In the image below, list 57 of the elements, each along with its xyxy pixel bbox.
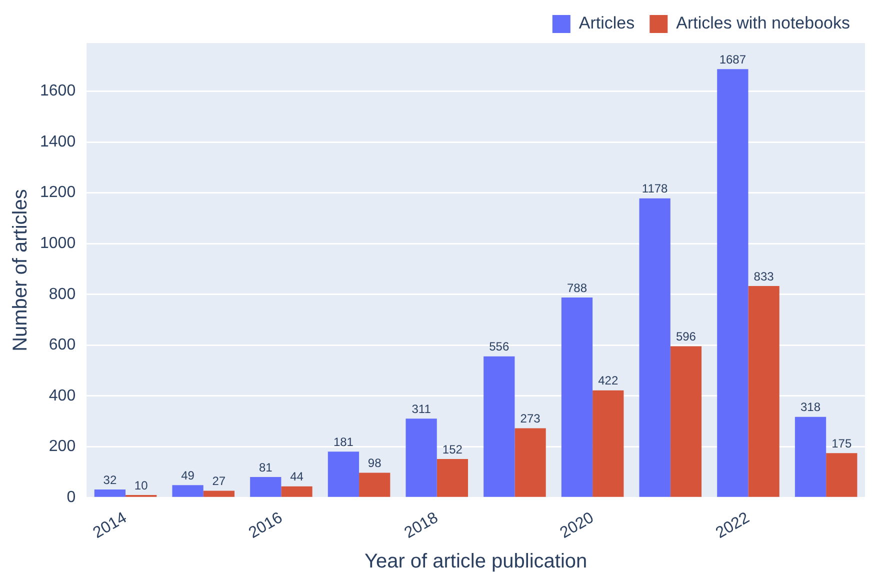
data-label: 1178	[642, 182, 668, 196]
data-label: 98	[368, 456, 382, 470]
data-label: 833	[754, 269, 774, 284]
x-tick-label: 2020	[557, 509, 597, 542]
x-tick-label: 2022	[713, 509, 753, 542]
bar	[794, 416, 826, 497]
data-label: 788	[566, 280, 588, 295]
bar	[94, 489, 126, 497]
bar	[172, 485, 204, 497]
y-tick-label: 1200	[40, 184, 76, 202]
y-tick-label: 400	[48, 387, 76, 404]
data-label: 10	[134, 478, 148, 492]
data-label: 27	[212, 474, 226, 488]
data-label: 318	[800, 400, 821, 414]
bar	[748, 286, 780, 497]
data-label: 49	[181, 468, 195, 482]
bar	[670, 346, 702, 497]
bar	[561, 297, 593, 497]
bar	[514, 428, 546, 497]
bar	[328, 452, 360, 497]
bar	[203, 490, 234, 497]
bar	[826, 453, 858, 497]
y-tick-label: 1600	[40, 82, 76, 100]
data-label: 1687	[719, 52, 746, 66]
x-tick-label: 2014	[90, 509, 130, 542]
y-tick-label: 600	[48, 336, 76, 354]
bar	[250, 477, 282, 497]
data-label: 273	[520, 412, 541, 426]
data-label: 556	[489, 340, 510, 354]
x-axis-title: Year of article publication	[364, 550, 588, 573]
bar	[281, 486, 312, 497]
legend-label: Articles	[578, 14, 635, 33]
data-label: 181	[333, 434, 354, 449]
legend-label: Articles with notebooks	[676, 14, 850, 33]
data-label: 32	[103, 472, 117, 487]
data-label: 596	[676, 330, 696, 344]
y-axis-title: Number of articles	[10, 189, 32, 352]
y-tick-label: 0	[66, 488, 76, 506]
y-tick-label: 1000	[40, 235, 76, 252]
y-tick-label: 200	[48, 438, 76, 456]
y-tick-label: 1400	[40, 133, 76, 150]
bar	[717, 69, 748, 497]
data-label: 175	[832, 436, 852, 450]
data-label: 44	[290, 470, 304, 484]
data-label: 311	[412, 402, 432, 416]
bar	[406, 418, 437, 497]
bar	[592, 390, 624, 497]
data-label: 152	[442, 442, 463, 456]
bar	[359, 472, 390, 497]
bar	[639, 198, 670, 497]
data-label: 422	[598, 374, 618, 388]
x-tick-label: 2018	[402, 509, 442, 542]
data-label: 81	[258, 460, 273, 474]
x-tick-label: 2016	[246, 509, 286, 542]
y-tick-label: 800	[48, 286, 76, 303]
bar	[484, 356, 515, 497]
bar	[436, 458, 468, 497]
